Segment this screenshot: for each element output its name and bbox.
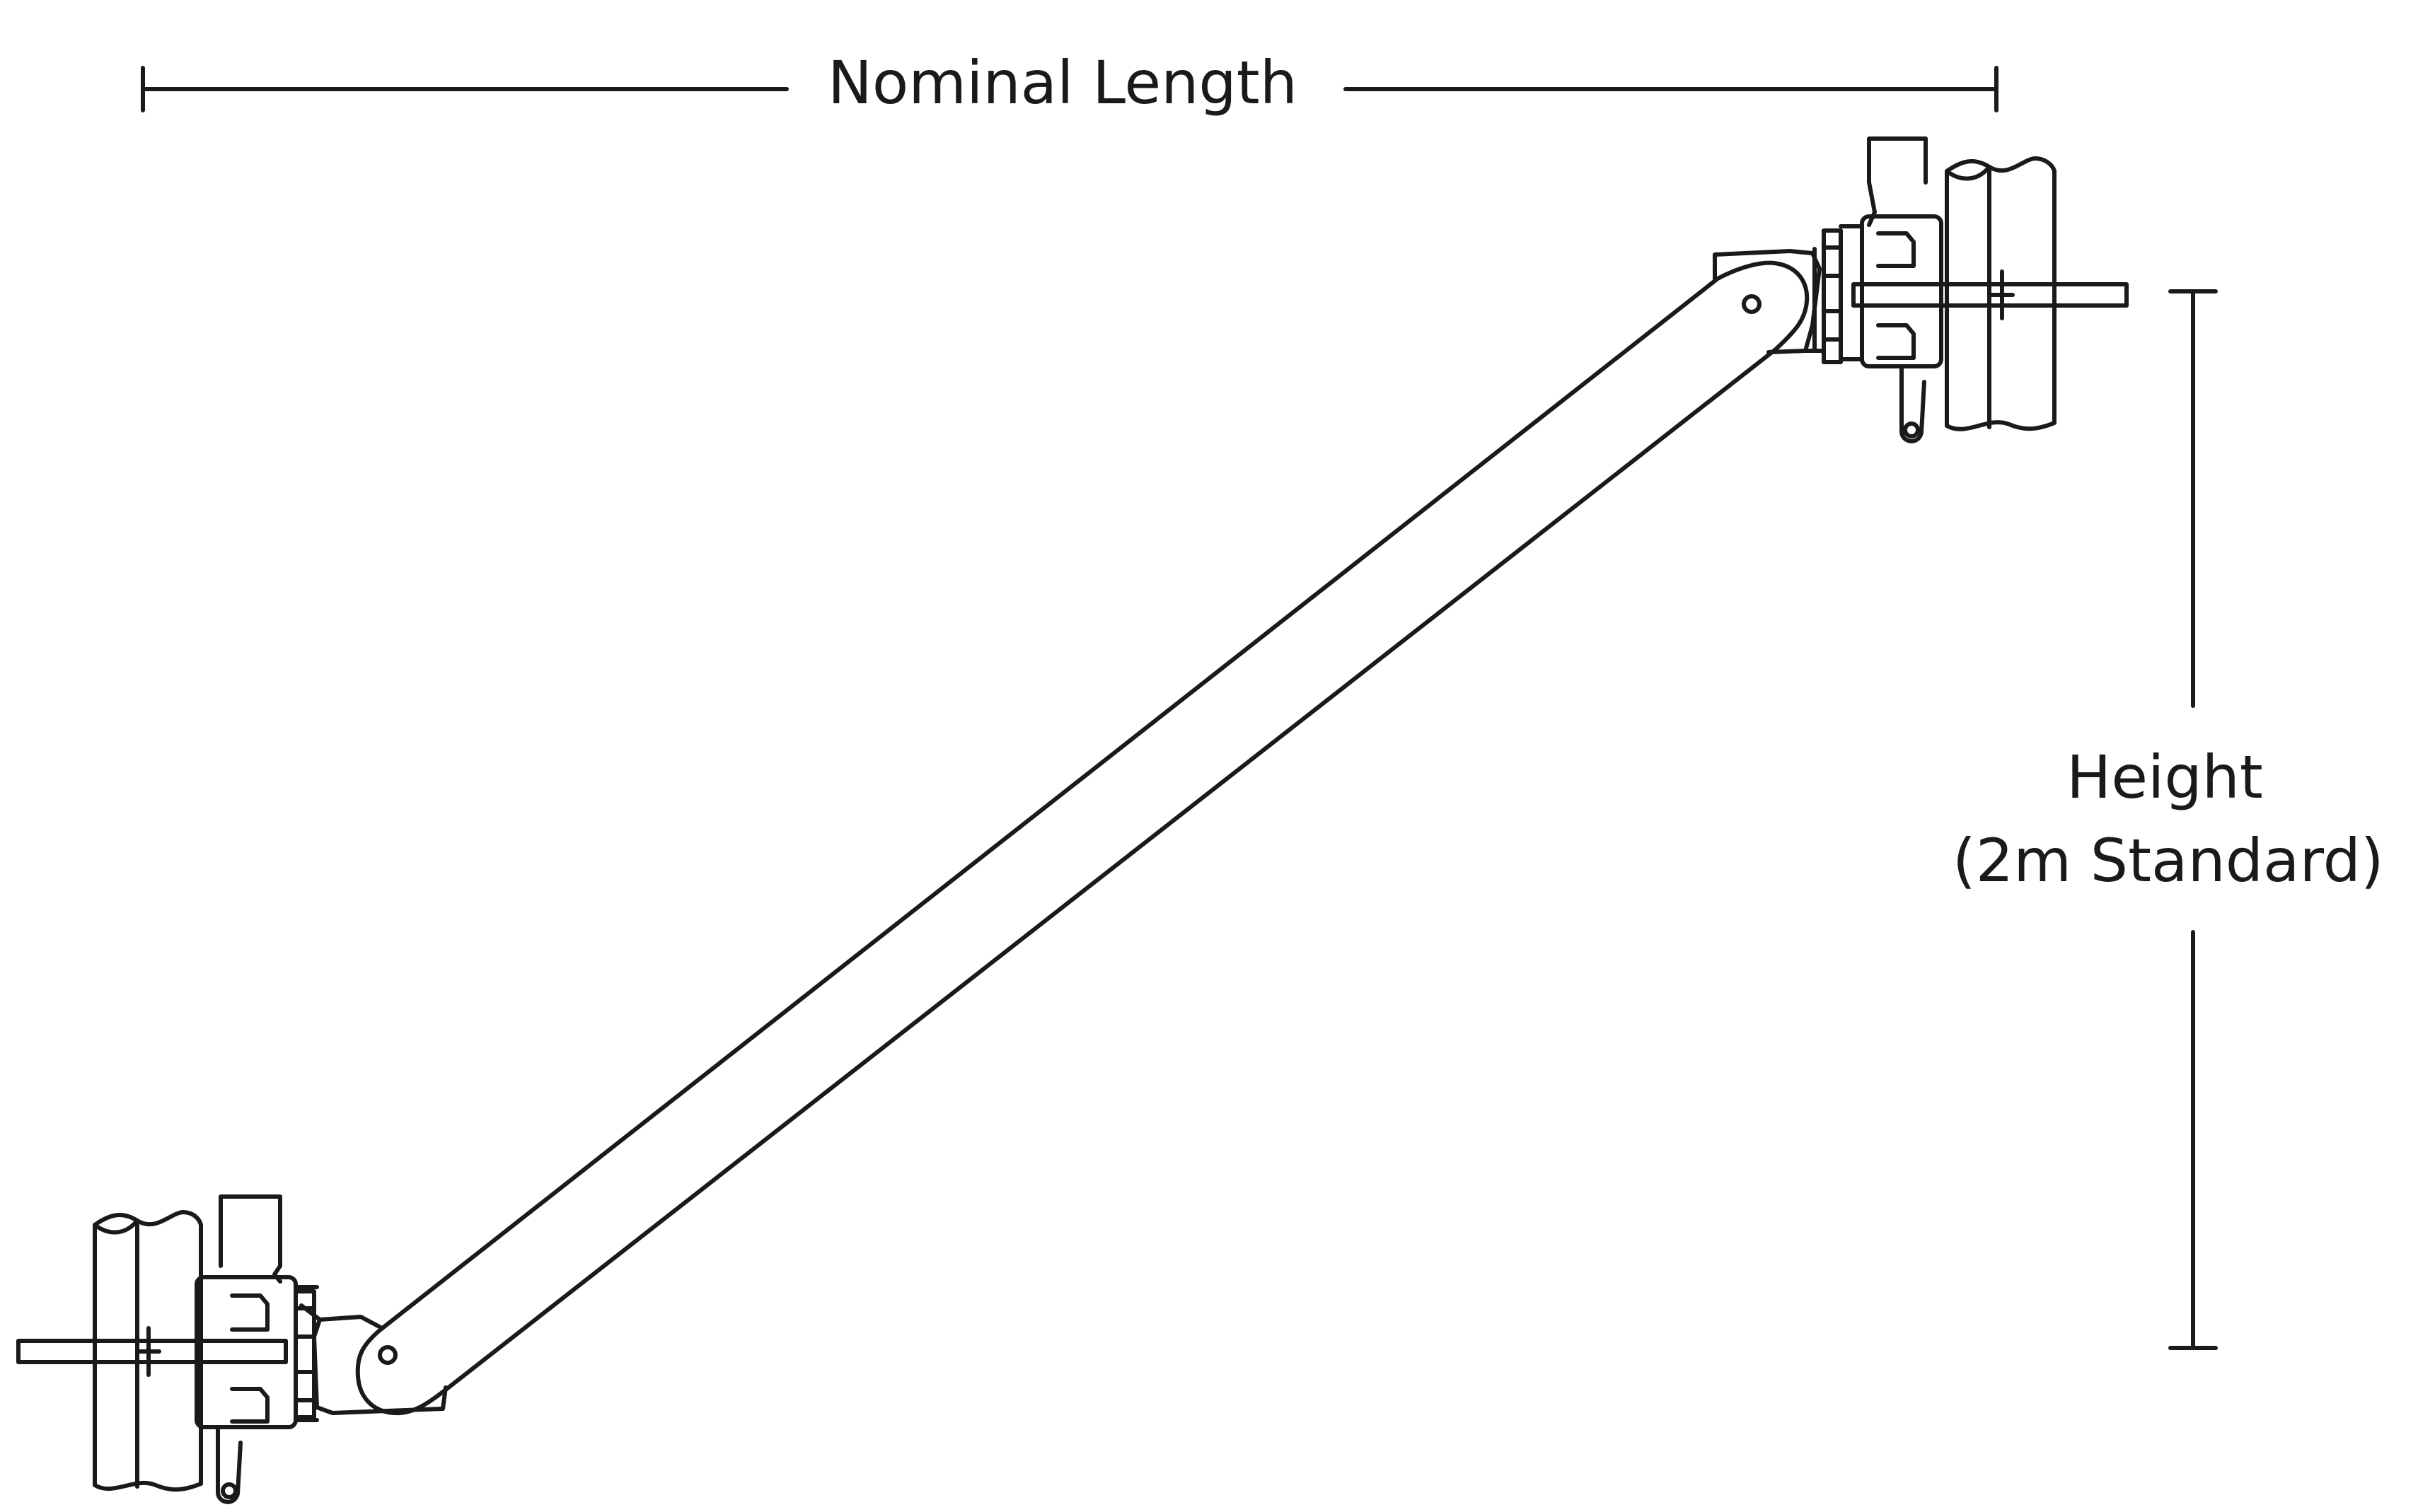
bottom-coupler-head bbox=[195, 1194, 319, 1504]
nominal-length-label: Nominal Length bbox=[828, 48, 1297, 117]
height-label-line2: (2m Standard) bbox=[1953, 826, 2384, 895]
bottom-standard-tube bbox=[93, 1210, 203, 1492]
top-ledger-blade bbox=[1851, 269, 2129, 320]
height-label-line1: Height bbox=[2066, 743, 2263, 812]
top-brace-end-cap bbox=[1713, 249, 1826, 354]
bottom-brace-pin bbox=[378, 1345, 398, 1365]
brace-tube bbox=[355, 260, 1810, 1416]
bottom-ledger-blade bbox=[16, 1326, 288, 1377]
height-dimension-line bbox=[2168, 289, 2218, 1350]
top-standard-tube bbox=[1945, 156, 2057, 431]
bottom-brace-end-cap bbox=[299, 1303, 448, 1415]
height-label: Height (2m Standard) bbox=[1953, 735, 2384, 902]
top-brace-pin bbox=[1742, 294, 1762, 314]
length-dimension-line bbox=[141, 66, 1998, 112]
top-coupler-head bbox=[1812, 136, 1943, 443]
